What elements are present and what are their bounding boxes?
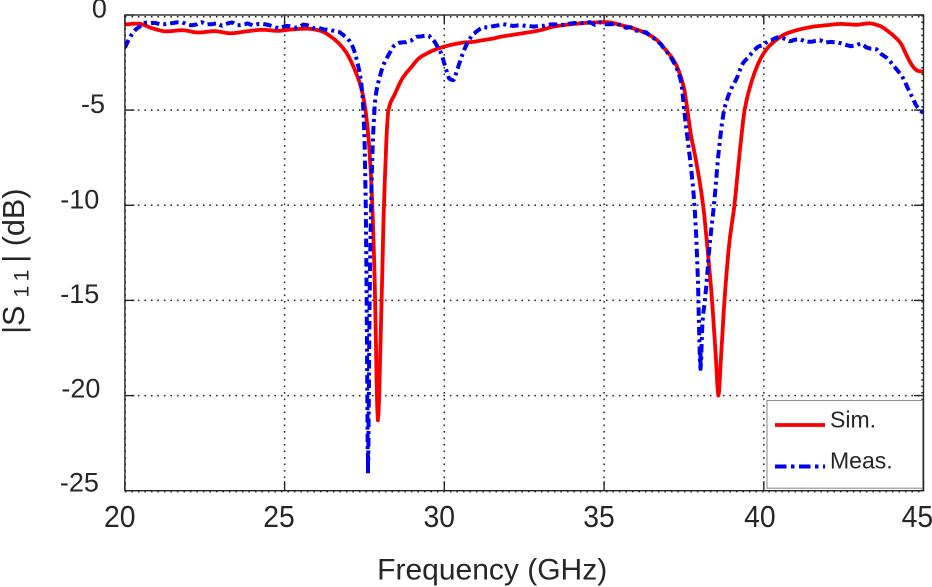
svg-text:-20: -20 xyxy=(61,373,100,403)
svg-text:Meas.: Meas. xyxy=(830,448,893,474)
svg-text:-15: -15 xyxy=(60,279,99,309)
svg-text:35: 35 xyxy=(583,500,615,534)
svg-text:-25: -25 xyxy=(60,468,99,498)
svg-text:|S11| (dB): |S11| (dB) xyxy=(0,188,33,333)
svg-text:45: 45 xyxy=(902,500,932,534)
svg-text:Sim.: Sim. xyxy=(830,407,876,433)
svg-text:25: 25 xyxy=(263,500,295,534)
svg-text:0: 0 xyxy=(92,0,107,24)
svg-text:30: 30 xyxy=(424,500,456,534)
svg-text:-5: -5 xyxy=(81,89,105,119)
svg-text:-10: -10 xyxy=(60,184,99,214)
svg-text:40: 40 xyxy=(744,500,776,534)
svg-text:Frequency (GHz): Frequency (GHz) xyxy=(377,554,607,587)
svg-text:20: 20 xyxy=(104,500,136,534)
